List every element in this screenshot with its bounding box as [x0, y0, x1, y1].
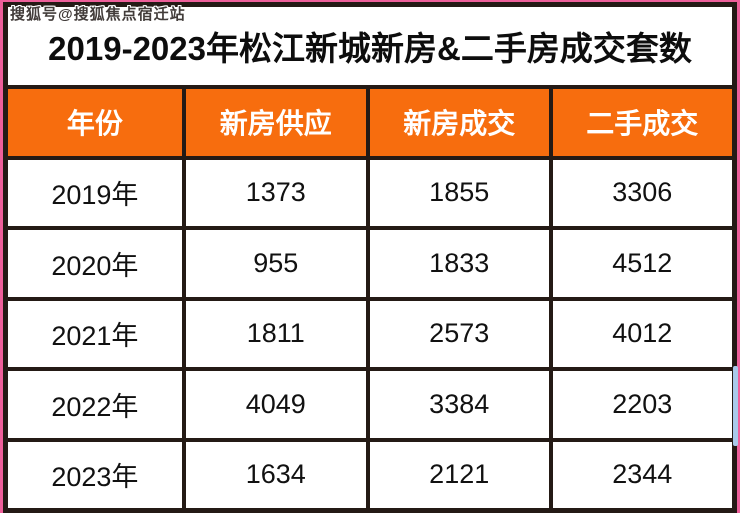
page-title: 2019-2023年松江新城新房&二手房成交套数 — [48, 30, 692, 67]
title-bar: 2019-2023年松江新城新房&二手房成交套数 — [8, 7, 732, 85]
table-card: 2019-2023年松江新城新房&二手房成交套数 年份 新房供应 新房成交 二手… — [3, 2, 737, 513]
table-cell-value: 1855 — [369, 159, 549, 226]
column-header-new-deals: 新房成交 — [369, 89, 549, 156]
data-table: 年份 新房供应 新房成交 二手成交 2019年 1373 1855 3306 2… — [8, 89, 732, 508]
column-header-new-supply: 新房供应 — [185, 89, 366, 156]
table-cell-value: 1833 — [369, 230, 549, 297]
selection-highlight-fragment — [733, 366, 738, 446]
table-cell-value: 4049 — [185, 371, 366, 438]
table-cell-value: 4512 — [552, 230, 732, 297]
table-cell-value: 3384 — [369, 371, 549, 438]
table-cell-year: 2021年 — [8, 300, 182, 367]
table-cell-value: 3306 — [552, 159, 732, 226]
sohu-watermark: 搜狐号@搜狐焦点宿迁站 — [10, 6, 186, 23]
table-cell-value: 4012 — [552, 300, 732, 367]
table-cell-year: 2023年 — [8, 441, 182, 508]
table-cell-value: 2121 — [369, 441, 549, 508]
column-header-year: 年份 — [8, 89, 182, 156]
table-cell-year: 2020年 — [8, 230, 182, 297]
table-cell-year: 2022年 — [8, 371, 182, 438]
table-cell-year: 2019年 — [8, 159, 182, 226]
table-cell-value: 2203 — [552, 371, 732, 438]
table-cell-value: 955 — [185, 230, 366, 297]
table-cell-value: 1811 — [185, 300, 366, 367]
table-cell-value: 2573 — [369, 300, 549, 367]
table-cell-value: 1373 — [185, 159, 366, 226]
table-cell-value: 1634 — [185, 441, 366, 508]
column-header-secondhand-deals: 二手成交 — [552, 89, 732, 156]
table-cell-value: 2344 — [552, 441, 732, 508]
